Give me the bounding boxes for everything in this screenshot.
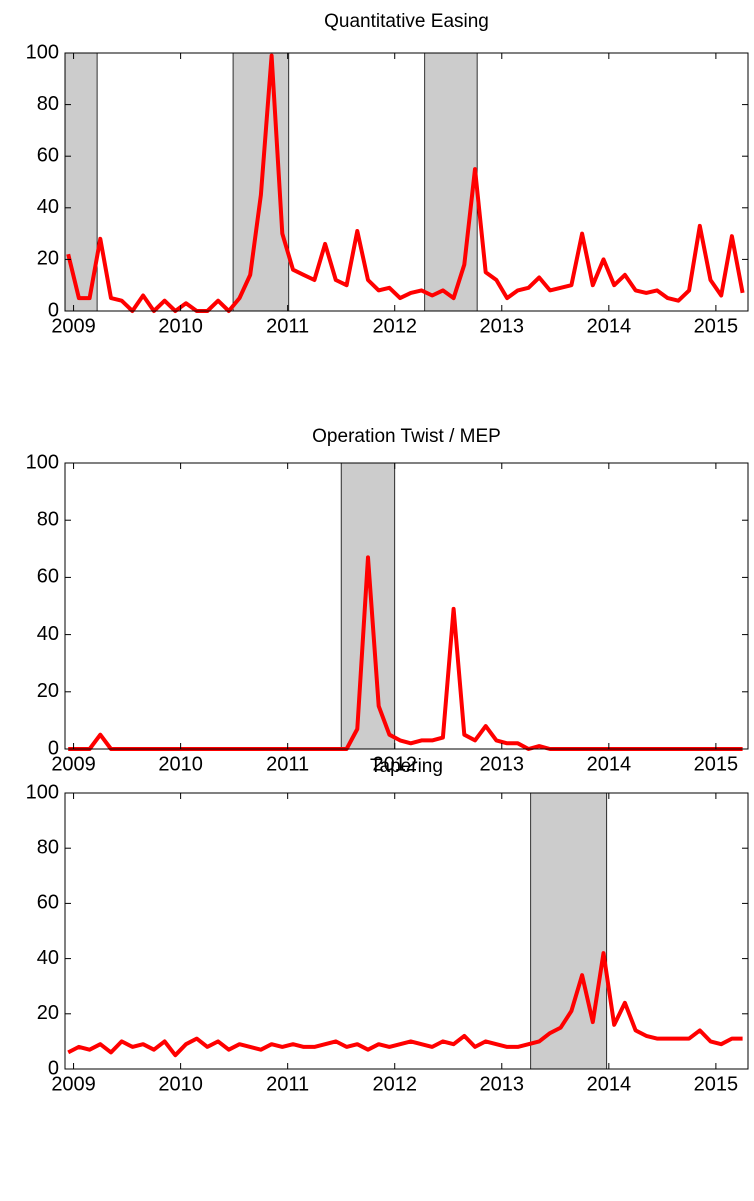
x-tick-label: 2010 (158, 315, 203, 337)
y-tick-label: 80 (37, 836, 59, 858)
y-tick-label: 100 (26, 451, 59, 473)
shaded-period (340, 462, 396, 750)
x-tick-label: 2010 (158, 1073, 203, 1095)
y-tick-label: 100 (26, 41, 59, 63)
series-line (66, 53, 745, 313)
x-tick-label: 2014 (587, 1073, 632, 1095)
x-tick-label: 2009 (51, 315, 96, 337)
x-tick-label: 2015 (694, 315, 739, 337)
x-tick-label: 2012 (372, 1073, 417, 1095)
axes-box (64, 52, 749, 312)
y-tick-label: 20 (37, 248, 59, 270)
x-tick-label: 2012 (372, 753, 417, 775)
y-tick-label: 0 (48, 737, 59, 759)
axes-box (64, 792, 749, 1070)
x-tick-label: 2015 (694, 753, 739, 775)
x-tick-label: 2010 (158, 753, 203, 775)
x-tick-label: 2012 (372, 315, 417, 337)
shaded-period (530, 792, 608, 1070)
chart-title: Operation Twist / MEP (312, 426, 501, 447)
shaded-period (424, 52, 478, 312)
y-tick-label: 100 (26, 781, 59, 803)
y-tick-label: 60 (37, 892, 59, 914)
x-tick-label: 2009 (51, 1073, 96, 1095)
x-tick-label: 2011 (266, 315, 309, 337)
series-line (68, 555, 743, 751)
y-tick-label: 20 (37, 680, 59, 702)
y-tick-label: 40 (37, 623, 59, 645)
y-tick-label: 0 (48, 1057, 59, 1079)
y-tick-label: 60 (37, 144, 59, 166)
chart-title: Tapering (370, 756, 443, 777)
y-tick-label: 40 (37, 947, 59, 969)
y-tick-label: 20 (37, 1002, 59, 1024)
chart-title: Quantitative Easing (324, 11, 489, 32)
x-tick-label: 2013 (480, 753, 525, 775)
y-tick-label: 60 (37, 566, 59, 588)
y-tick-label: 40 (37, 196, 59, 218)
y-tick-label: 80 (37, 508, 59, 530)
x-tick-label: 2011 (266, 753, 309, 775)
y-tick-label: 80 (37, 93, 59, 115)
x-tick-label: 2014 (587, 753, 632, 775)
x-tick-label: 2014 (587, 315, 632, 337)
axes-box (64, 462, 749, 750)
series-line (67, 951, 743, 1058)
x-tick-label: 2013 (480, 1073, 525, 1095)
x-tick-label: 2013 (480, 315, 525, 337)
x-tick-label: 2009 (51, 753, 96, 775)
x-tick-label: 2011 (266, 1073, 309, 1095)
x-tick-label: 2015 (694, 1073, 739, 1095)
y-tick-label: 0 (48, 299, 59, 321)
